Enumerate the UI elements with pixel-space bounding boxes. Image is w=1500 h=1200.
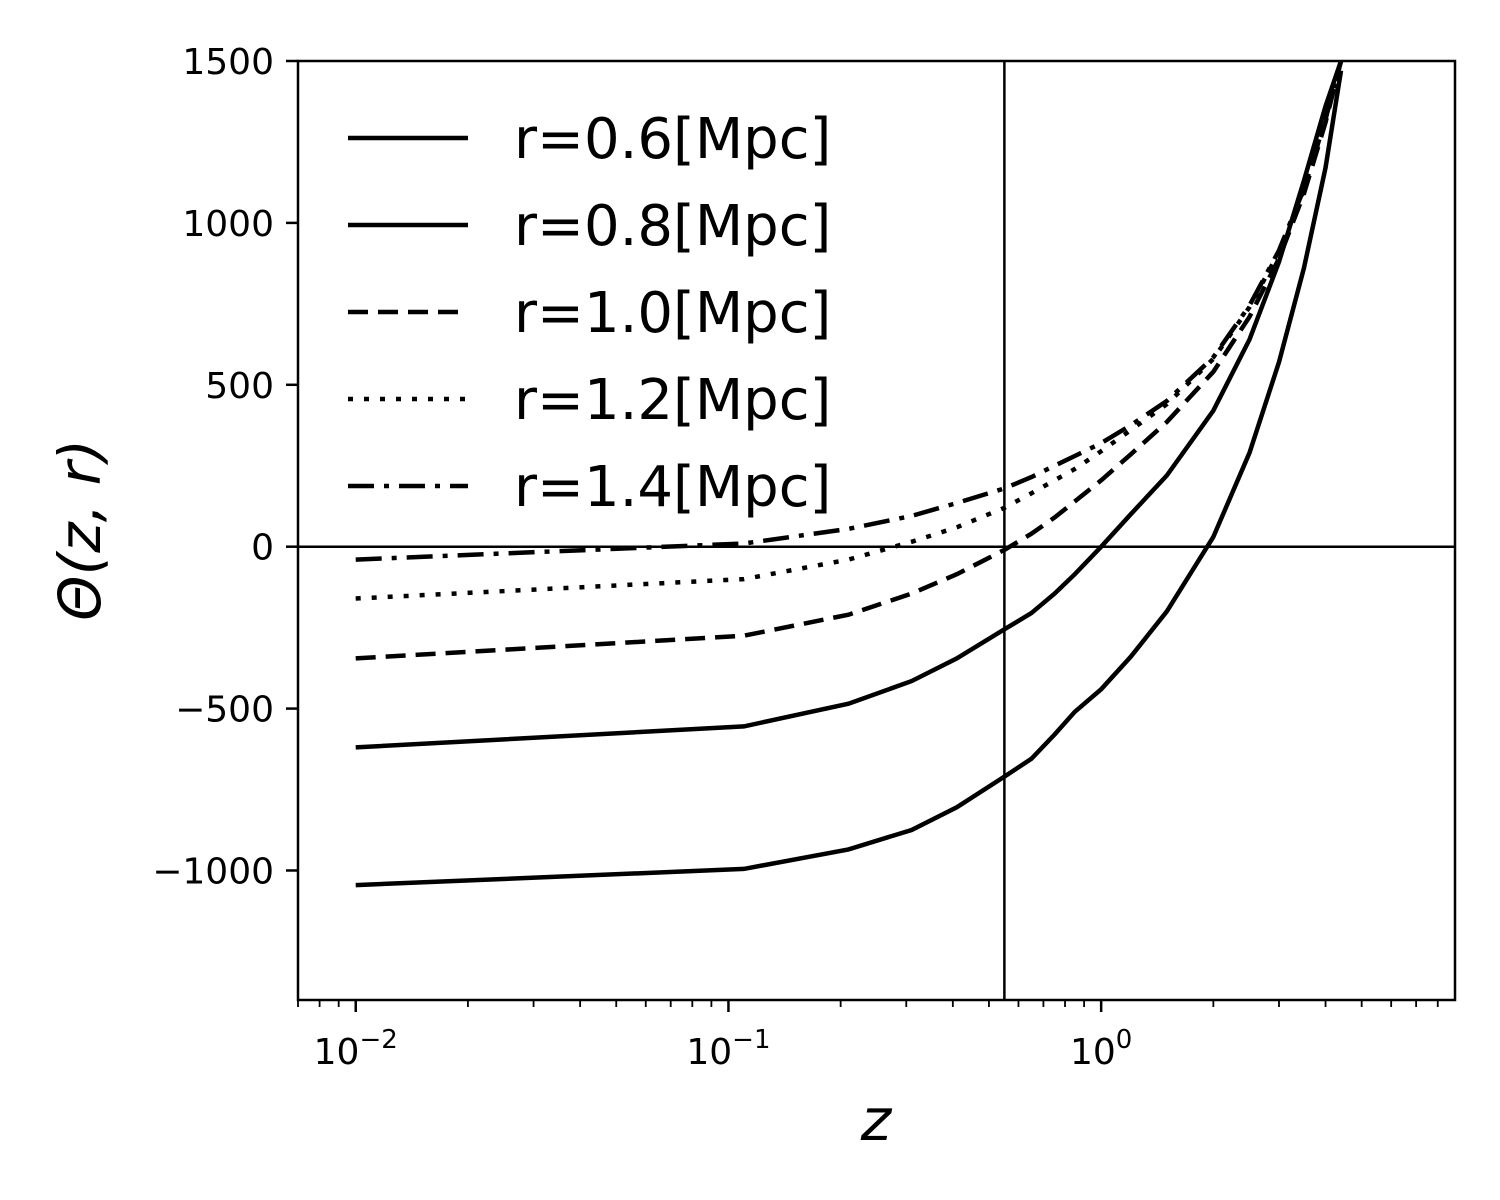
legend: r=0.6[Mpc] r=0.8[Mpc] r=1.0[Mpc] r=1.2[Mpc]… — [348, 107, 831, 520]
series-line-5 — [355, 61, 1344, 562]
plot-frame — [296, 59, 1457, 1002]
legend-label-4: r=1.2[Mpc] — [514, 368, 831, 433]
y-tick-label-4: 0 — [251, 528, 274, 569]
x-tick-label-1: 10−2 — [314, 1025, 398, 1073]
legend-label-2: r=0.8[Mpc] — [514, 194, 831, 259]
series-line-2 — [355, 61, 1344, 750]
series-line-1 — [355, 70, 1344, 888]
y-tick-label-5: −500 — [175, 690, 274, 731]
y-axis-label: Θ(z, r) — [46, 439, 114, 621]
series-lines — [355, 61, 1344, 888]
y-tick-label-6: −1000 — [152, 851, 274, 892]
series-line-3 — [355, 61, 1344, 661]
reference-lines — [298, 61, 1455, 1000]
legend-label-1: r=0.6[Mpc] — [514, 107, 831, 172]
x-axis-ticks: 10−2 10−1 100 — [297, 1000, 1439, 1073]
y-tick-label-2: 1000 — [182, 204, 274, 245]
x-tick-label-3: 100 — [1070, 1025, 1132, 1073]
x-axis-label: z — [860, 1086, 893, 1154]
series-line-4 — [355, 61, 1344, 601]
legend-label-3: r=1.0[Mpc] — [514, 281, 831, 346]
legend-label-5: r=1.4[Mpc] — [514, 455, 831, 520]
x-tick-label-2: 10−1 — [686, 1025, 770, 1073]
y-tick-label-1: 1500 — [182, 42, 274, 83]
y-axis-ticks: 1500 1000 500 0 −500 −1000 — [152, 42, 298, 892]
y-tick-label-3: 500 — [205, 366, 274, 407]
